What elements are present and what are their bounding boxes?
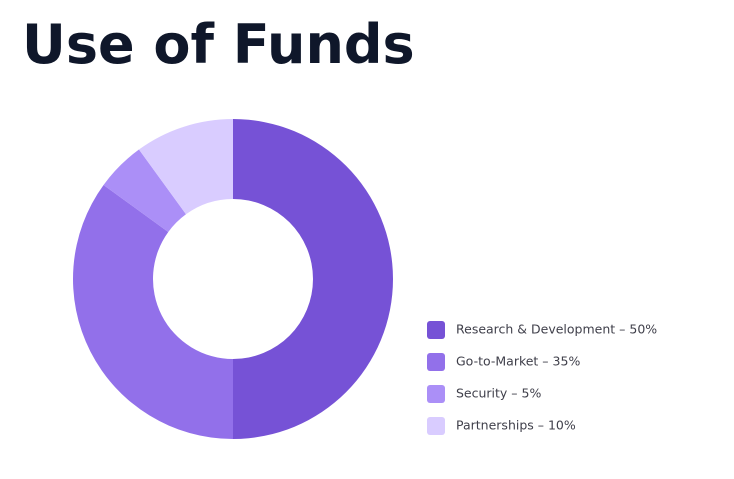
legend-swatch	[427, 385, 445, 403]
legend-swatch	[427, 417, 445, 435]
donut-slice	[138, 119, 233, 215]
legend-label: Research & Development – 50%	[456, 322, 657, 337]
legend-swatch	[427, 321, 445, 339]
legend-label: Go-to-Market – 35%	[456, 354, 580, 369]
legend-swatch	[427, 353, 445, 371]
legend-label: Security – 5%	[456, 386, 541, 401]
donut-slice	[72, 184, 233, 439]
donut-slice	[233, 119, 393, 439]
legend-label: Partnerships – 10%	[456, 418, 576, 433]
donut-slice	[103, 149, 186, 232]
chart-title: Use of Funds	[22, 13, 415, 76]
